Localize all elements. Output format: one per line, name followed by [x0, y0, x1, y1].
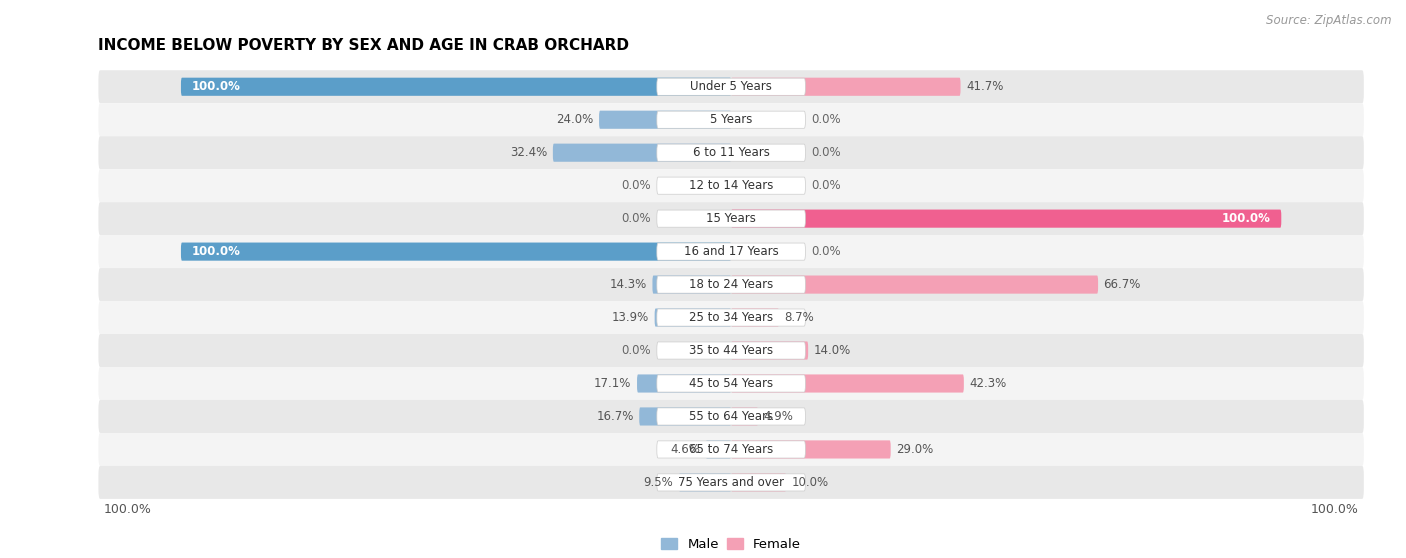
Text: 0.0%: 0.0%	[621, 179, 651, 192]
Text: 100.0%: 100.0%	[1222, 212, 1270, 225]
FancyBboxPatch shape	[731, 341, 808, 359]
Text: 100.0%: 100.0%	[193, 80, 240, 93]
FancyBboxPatch shape	[731, 374, 965, 393]
FancyBboxPatch shape	[640, 407, 731, 426]
FancyBboxPatch shape	[731, 210, 1281, 228]
Text: 16.7%: 16.7%	[596, 410, 634, 423]
FancyBboxPatch shape	[657, 210, 806, 227]
FancyBboxPatch shape	[98, 70, 1364, 103]
Text: 41.7%: 41.7%	[966, 80, 1004, 93]
FancyBboxPatch shape	[657, 309, 806, 326]
Text: 100.0%: 100.0%	[193, 245, 240, 258]
Text: 42.3%: 42.3%	[969, 377, 1007, 390]
FancyBboxPatch shape	[98, 268, 1364, 301]
FancyBboxPatch shape	[98, 334, 1364, 367]
FancyBboxPatch shape	[731, 440, 890, 459]
FancyBboxPatch shape	[657, 408, 806, 425]
FancyBboxPatch shape	[655, 309, 731, 326]
Text: 25 to 34 Years: 25 to 34 Years	[689, 311, 773, 324]
FancyBboxPatch shape	[98, 136, 1364, 169]
Text: 6 to 11 Years: 6 to 11 Years	[693, 146, 769, 159]
FancyBboxPatch shape	[731, 407, 758, 426]
Text: 24.0%: 24.0%	[557, 113, 593, 126]
Text: 17.1%: 17.1%	[595, 377, 631, 390]
Text: 100.0%: 100.0%	[104, 503, 152, 516]
Text: 4.6%: 4.6%	[671, 443, 700, 456]
FancyBboxPatch shape	[98, 301, 1364, 334]
FancyBboxPatch shape	[657, 144, 806, 161]
Text: 14.3%: 14.3%	[610, 278, 647, 291]
FancyBboxPatch shape	[553, 143, 731, 162]
Text: 32.4%: 32.4%	[510, 146, 547, 159]
Text: 65 to 74 Years: 65 to 74 Years	[689, 443, 773, 456]
FancyBboxPatch shape	[657, 375, 806, 392]
Text: 0.0%: 0.0%	[811, 179, 841, 192]
Text: Under 5 Years: Under 5 Years	[690, 80, 772, 93]
FancyBboxPatch shape	[98, 202, 1364, 235]
FancyBboxPatch shape	[98, 466, 1364, 499]
FancyBboxPatch shape	[731, 309, 779, 326]
FancyBboxPatch shape	[181, 243, 731, 261]
Text: 0.0%: 0.0%	[621, 212, 651, 225]
FancyBboxPatch shape	[657, 177, 806, 194]
FancyBboxPatch shape	[731, 276, 1098, 294]
FancyBboxPatch shape	[637, 374, 731, 393]
FancyBboxPatch shape	[657, 342, 806, 359]
FancyBboxPatch shape	[98, 367, 1364, 400]
Text: 29.0%: 29.0%	[896, 443, 934, 456]
FancyBboxPatch shape	[657, 78, 806, 95]
Text: 0.0%: 0.0%	[621, 344, 651, 357]
FancyBboxPatch shape	[599, 110, 731, 129]
Text: 5 Years: 5 Years	[710, 113, 752, 126]
FancyBboxPatch shape	[706, 440, 731, 459]
FancyBboxPatch shape	[652, 276, 731, 294]
Text: 15 Years: 15 Years	[706, 212, 756, 225]
Text: 12 to 14 Years: 12 to 14 Years	[689, 179, 773, 192]
Text: 13.9%: 13.9%	[612, 311, 650, 324]
Text: 66.7%: 66.7%	[1104, 278, 1140, 291]
Text: 16 and 17 Years: 16 and 17 Years	[683, 245, 779, 258]
FancyBboxPatch shape	[731, 473, 786, 492]
Text: 100.0%: 100.0%	[1310, 503, 1358, 516]
Text: 0.0%: 0.0%	[811, 245, 841, 258]
Text: INCOME BELOW POVERTY BY SEX AND AGE IN CRAB ORCHARD: INCOME BELOW POVERTY BY SEX AND AGE IN C…	[98, 38, 630, 53]
Text: 18 to 24 Years: 18 to 24 Years	[689, 278, 773, 291]
FancyBboxPatch shape	[98, 103, 1364, 136]
Text: 9.5%: 9.5%	[644, 476, 673, 489]
FancyBboxPatch shape	[731, 78, 960, 96]
Text: 55 to 64 Years: 55 to 64 Years	[689, 410, 773, 423]
Text: 10.0%: 10.0%	[792, 476, 828, 489]
Text: 75 Years and over: 75 Years and over	[678, 476, 785, 489]
Text: Source: ZipAtlas.com: Source: ZipAtlas.com	[1267, 14, 1392, 27]
Text: 0.0%: 0.0%	[811, 113, 841, 126]
FancyBboxPatch shape	[657, 441, 806, 458]
FancyBboxPatch shape	[181, 78, 731, 96]
FancyBboxPatch shape	[657, 276, 806, 293]
Legend: Male, Female: Male, Female	[655, 533, 807, 556]
FancyBboxPatch shape	[657, 111, 806, 128]
Text: 35 to 44 Years: 35 to 44 Years	[689, 344, 773, 357]
FancyBboxPatch shape	[98, 400, 1364, 433]
FancyBboxPatch shape	[657, 474, 806, 491]
Text: 14.0%: 14.0%	[814, 344, 851, 357]
FancyBboxPatch shape	[98, 235, 1364, 268]
FancyBboxPatch shape	[98, 433, 1364, 466]
Text: 45 to 54 Years: 45 to 54 Years	[689, 377, 773, 390]
Text: 8.7%: 8.7%	[785, 311, 814, 324]
FancyBboxPatch shape	[679, 473, 731, 492]
Text: 0.0%: 0.0%	[811, 146, 841, 159]
FancyBboxPatch shape	[657, 243, 806, 260]
Text: 4.9%: 4.9%	[763, 410, 793, 423]
FancyBboxPatch shape	[98, 169, 1364, 202]
